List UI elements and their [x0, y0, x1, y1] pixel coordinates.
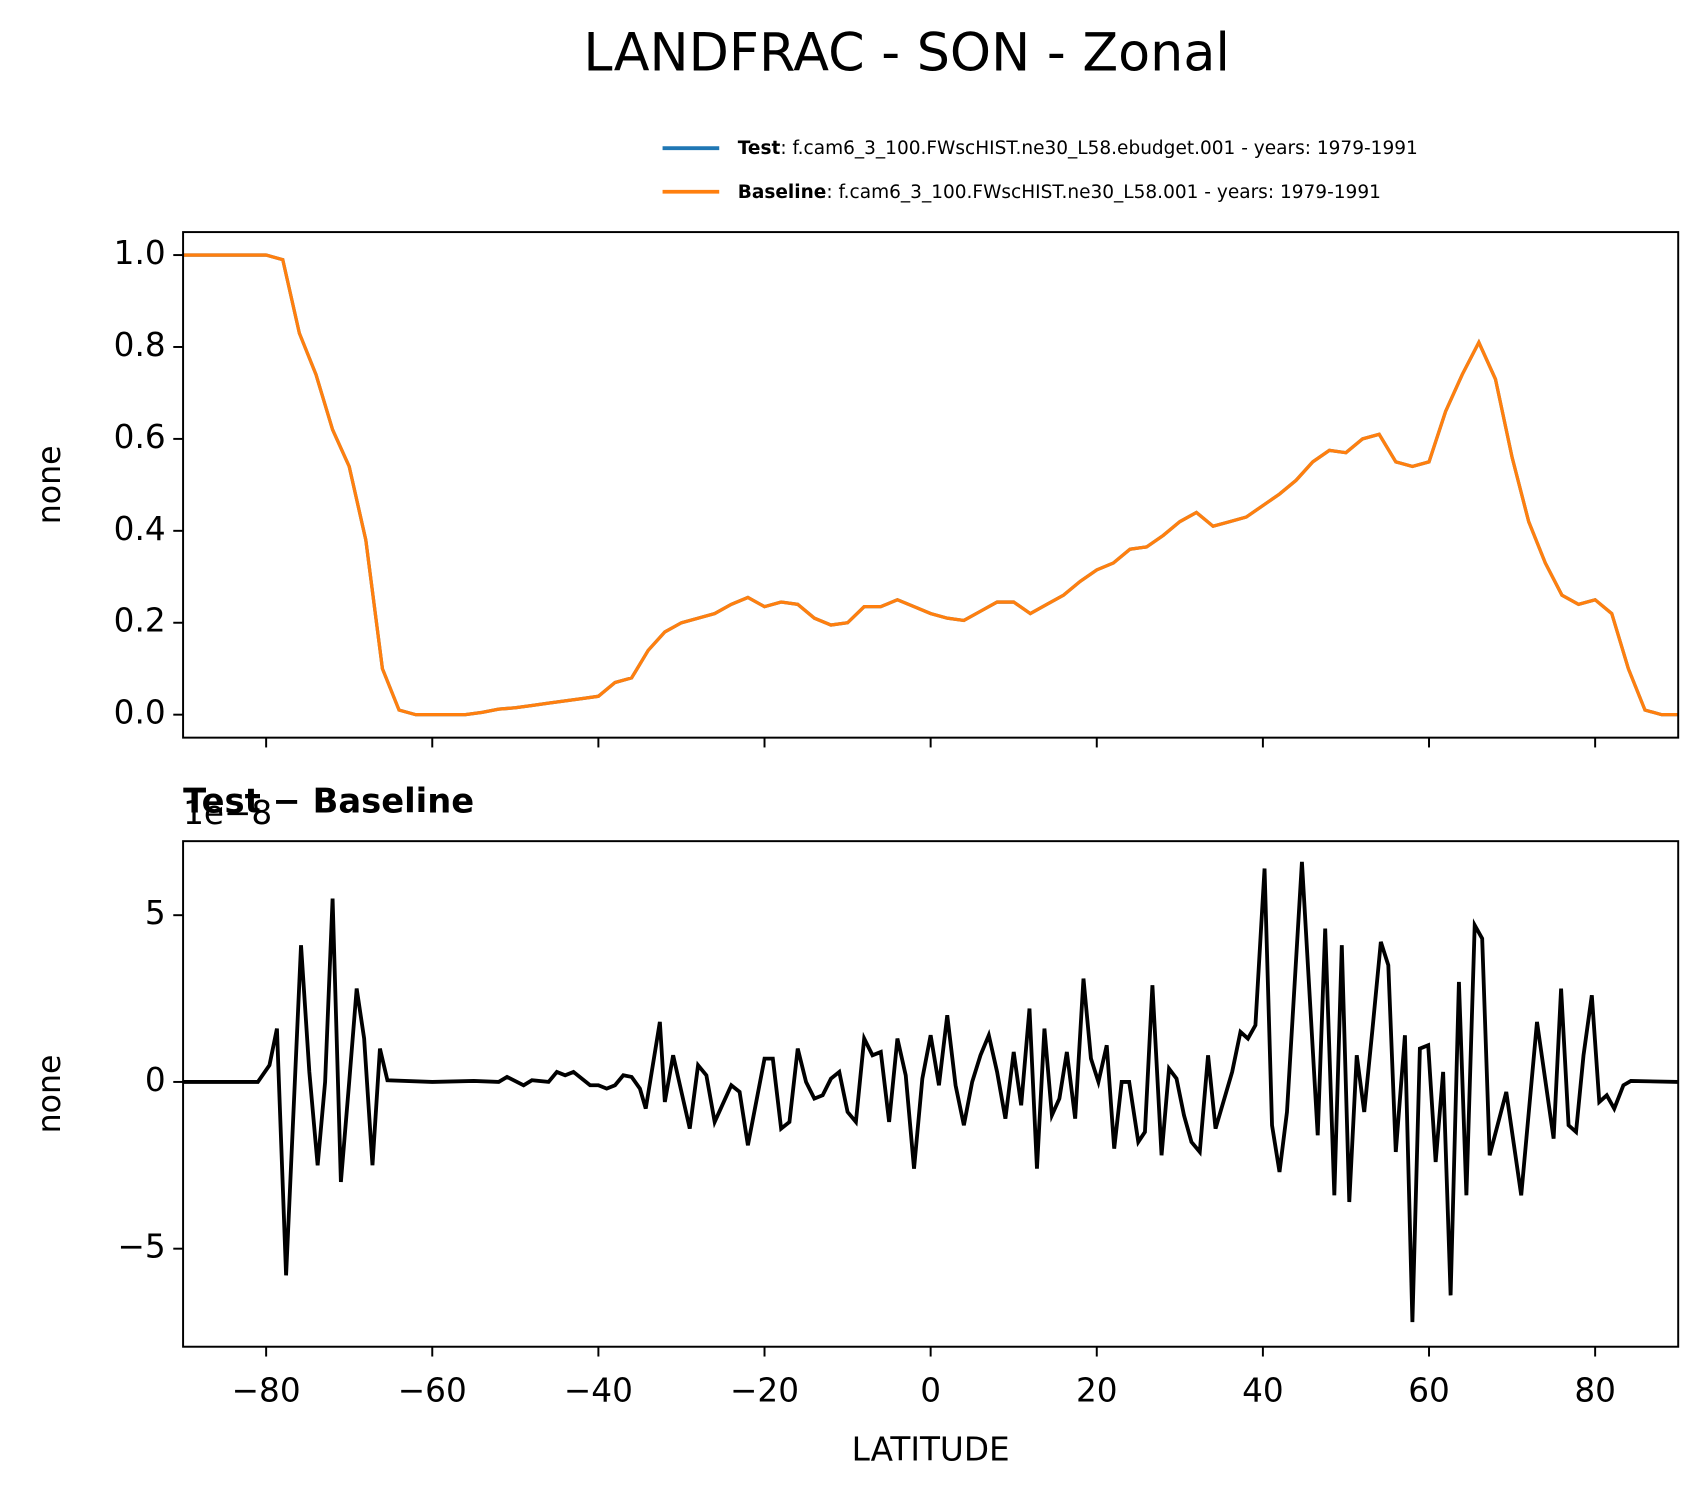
legend-label: : f.cam6_3_100.FWscHIST.ne30_L58.001 - y…	[826, 181, 1381, 202]
x-tick-label: 80	[1574, 1371, 1616, 1409]
series-line	[183, 253, 1679, 717]
x-tick-label: −40	[564, 1371, 633, 1409]
y-tick-label: 0.0	[114, 694, 166, 732]
x-tick-label: −60	[398, 1371, 467, 1409]
axes-title: Test − Baseline	[183, 782, 474, 821]
y-tick-label: 0.2	[114, 602, 166, 640]
x-tick-label: 20	[1076, 1371, 1118, 1409]
x-axis-label: LATITUDE	[852, 1430, 1010, 1468]
legend-entry: Test: f.cam6_3_100.FWscHIST.ne30_L58.ebu…	[738, 138, 1418, 159]
y-tick-label: 0.6	[114, 418, 166, 456]
difference-line	[183, 861, 1679, 1323]
y-tick-label: 0.4	[114, 510, 166, 548]
figure-title: LANDFRAC - SON - Zonal	[583, 23, 1229, 84]
plot-area	[183, 861, 1679, 1323]
y-tick-label: 0.8	[114, 326, 166, 364]
axes-frame	[182, 840, 1680, 1348]
offset-label: 1e−8	[183, 794, 272, 832]
x-tick-label: 40	[1242, 1371, 1284, 1409]
series-line	[183, 253, 1679, 717]
y-axis-label: none	[32, 445, 68, 524]
legend-name: Baseline	[738, 181, 827, 202]
x-tick-label: −20	[730, 1371, 799, 1409]
plot-area	[183, 253, 1679, 717]
axes-frame	[182, 231, 1680, 739]
y-axis-label: none	[32, 1055, 68, 1134]
y-tick-label: 1.0	[114, 234, 166, 272]
x-tick-label: 60	[1408, 1371, 1450, 1409]
y-tick-label: 5	[145, 894, 166, 932]
y-tick-label: −5	[117, 1228, 165, 1266]
legend-name: Test	[738, 138, 781, 159]
legend-entry: Baseline: f.cam6_3_100.FWscHIST.ne30_L58…	[738, 181, 1381, 202]
y-tick-label: 0	[145, 1061, 166, 1099]
x-tick-label: −80	[232, 1371, 301, 1409]
x-tick-label: 0	[920, 1371, 941, 1409]
legend-label: : f.cam6_3_100.FWscHIST.ne30_L58.ebudget…	[780, 138, 1417, 159]
